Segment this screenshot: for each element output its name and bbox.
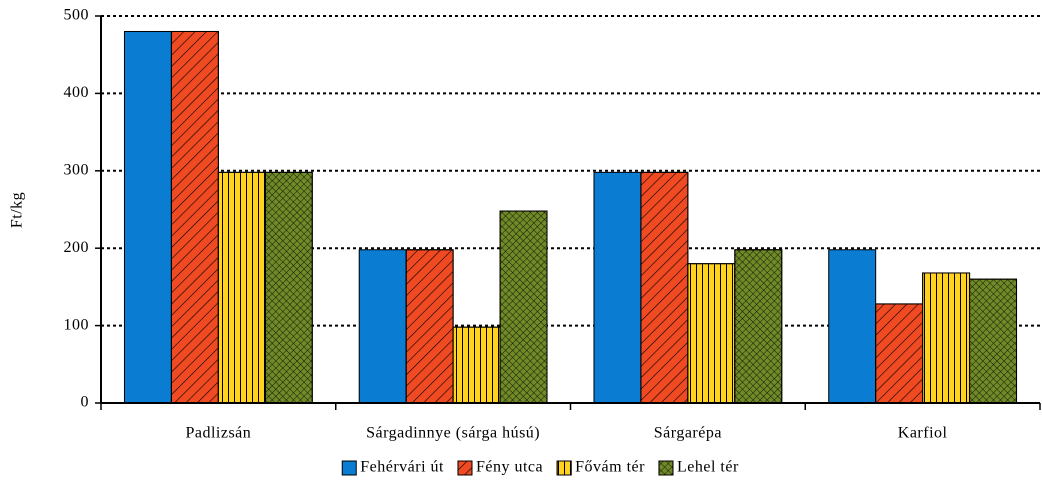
bar-hatch	[499, 210, 548, 404]
bar	[828, 249, 877, 404]
bar-hatch	[264, 171, 313, 404]
legend-swatch-hatch	[658, 460, 674, 476]
y-tick-label: 500	[64, 7, 90, 24]
x-tick-label: Padlizsán	[185, 425, 251, 442]
legend-label: Fény utca	[476, 459, 543, 476]
bar-hatch	[217, 171, 266, 404]
bar-hatch	[734, 249, 783, 404]
x-tick-label: Sárgarépa	[654, 425, 722, 442]
y-tick-label: 300	[64, 161, 90, 178]
legend-label: Lehel tér	[677, 459, 739, 476]
bar	[358, 249, 407, 404]
legend-label: Fővám tér	[575, 459, 645, 476]
y-tick-label: 0	[81, 394, 90, 411]
y-tick-label: 400	[64, 84, 90, 101]
bar-hatch	[640, 171, 689, 404]
y-tick-label: 100	[64, 316, 90, 333]
bar-hatch	[170, 30, 219, 404]
bar	[593, 171, 642, 404]
legend-label: Fehérvári út	[360, 459, 444, 476]
bar-hatch	[969, 278, 1018, 404]
legend-swatch-hatch	[457, 460, 473, 476]
bar-hatch	[405, 249, 454, 404]
x-tick-label: Sárgadinnye (sárga húsú)	[366, 425, 540, 442]
x-tick-label: Karfiol	[898, 425, 948, 442]
legend-swatch	[341, 460, 357, 476]
bar-hatch	[922, 272, 971, 404]
bar	[123, 30, 172, 404]
bar-hatch	[687, 263, 736, 404]
bar-hatch	[875, 303, 924, 404]
y-axis-label: Ft/kg	[9, 192, 26, 228]
legend-swatch-hatch	[556, 460, 572, 476]
bar-hatch	[452, 326, 501, 404]
y-tick-label: 200	[64, 239, 90, 256]
